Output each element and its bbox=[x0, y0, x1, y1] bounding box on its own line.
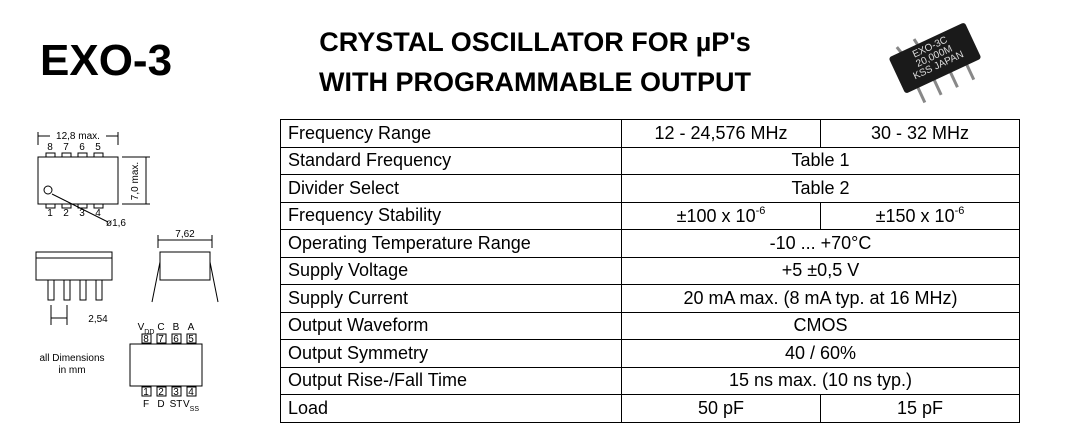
value-text: 50 pF bbox=[697, 397, 745, 418]
value-text: ±150 x 10 bbox=[875, 205, 955, 226]
value-text: 40 / 60% bbox=[784, 342, 857, 363]
exponent: -6 bbox=[954, 204, 965, 217]
diagram-label: 7,0 max. bbox=[130, 162, 141, 200]
label-base: V bbox=[138, 322, 145, 333]
diagram-label: 5 bbox=[95, 142, 101, 153]
top-view bbox=[37, 132, 150, 223]
spec-row: Operating Temperature Range -10 ... +70°C bbox=[280, 229, 1020, 258]
diagram-label: 2 bbox=[158, 387, 164, 398]
diagram-label: 3 bbox=[173, 387, 179, 398]
diagram-label: 8 bbox=[47, 142, 53, 153]
diagram-label: 4 bbox=[188, 387, 194, 398]
title-line: CRYSTAL OSCILLATOR FOR µP's bbox=[319, 27, 751, 57]
param-value: 20 mA max. (8 mA typ. at 16 MHz) bbox=[621, 284, 1020, 313]
diagram-label: 7 bbox=[158, 334, 164, 345]
spec-row: Supply Voltage +5 ±0,5 V bbox=[280, 256, 1020, 285]
diagram-label: 2 bbox=[63, 208, 69, 219]
title-line: WITH PROGRAMMABLE OUTPUT bbox=[319, 67, 751, 97]
value-text: 15 pF bbox=[896, 397, 944, 418]
diagram-label: all Dimensions bbox=[39, 353, 104, 364]
diagram-label: F bbox=[143, 399, 149, 410]
param-value: 40 / 60% bbox=[621, 339, 1020, 368]
param-value: 15 ns max. (10 ns typ.) bbox=[621, 366, 1020, 395]
param-label: Operating Temperature Range bbox=[280, 229, 622, 258]
diagram-label: in mm bbox=[58, 365, 85, 376]
diagram-label: VSS bbox=[183, 399, 199, 413]
spec-row: Output Rise-/Fall Time 15 ns max. (10 ns … bbox=[280, 366, 1020, 395]
label-base: V bbox=[183, 399, 190, 410]
diagram-label: 12,8 max. bbox=[56, 131, 100, 142]
title: CRYSTAL OSCILLATOR FOR µP's WITH PROGRAM… bbox=[260, 22, 810, 102]
diagram-label: A bbox=[188, 322, 195, 333]
param-label: Output Symmetry bbox=[280, 339, 622, 368]
diagram-label: 4 bbox=[95, 208, 101, 219]
spec-row: Output Symmetry 40 / 60% bbox=[280, 339, 1020, 368]
value-text: Table 1 bbox=[791, 150, 850, 171]
param-value: ±150 x 10-6 bbox=[820, 201, 1020, 230]
param-value: 12 - 24,576 MHz bbox=[621, 119, 821, 148]
param-value: 15 pF bbox=[820, 394, 1020, 423]
diagram-label: 5 bbox=[188, 334, 194, 345]
side-view bbox=[35, 235, 219, 325]
value-text: -10 ... +70°C bbox=[769, 232, 872, 253]
param-value: Table 2 bbox=[621, 174, 1020, 203]
spec-row: Load 50 pF 15 pF bbox=[280, 394, 1020, 423]
param-label: Frequency Range bbox=[280, 119, 622, 148]
param-value: ±100 x 10-6 bbox=[621, 201, 821, 230]
value-text: Table 2 bbox=[791, 177, 850, 198]
diagram-label: B bbox=[173, 322, 180, 333]
param-label: Standard Frequency bbox=[280, 146, 622, 175]
diagram-label: 2,54 bbox=[88, 314, 108, 325]
diagram-label: VDD bbox=[138, 322, 155, 336]
part-number: EXO-3 bbox=[40, 36, 173, 85]
value-text: 15 ns max. (10 ns typ.) bbox=[728, 370, 913, 391]
diagram-label: 6 bbox=[79, 142, 85, 153]
diagram-label: D bbox=[157, 399, 164, 410]
diagram-label: C bbox=[157, 322, 164, 333]
label-sub: SS bbox=[190, 406, 200, 413]
diagram-label: 3 bbox=[79, 208, 85, 219]
spec-row: Frequency Range 12 - 24,576 MHz 30 - 32 MH… bbox=[280, 119, 1020, 148]
value-text: 30 - 32 MHz bbox=[870, 122, 970, 143]
spec-row: Output Waveform CMOS bbox=[280, 311, 1020, 340]
spec-row: Supply Current 20 mA max. (8 mA typ. at 1… bbox=[280, 284, 1020, 313]
diagram-label: 7 bbox=[63, 142, 69, 153]
param-label: Divider Select bbox=[280, 174, 622, 203]
param-label: Supply Current bbox=[280, 284, 622, 313]
spec-row: Divider Select Table 2 bbox=[280, 174, 1020, 203]
param-label: Load bbox=[280, 394, 622, 423]
param-value: +5 ±0,5 V bbox=[621, 256, 1020, 285]
label-sub: DD bbox=[144, 329, 154, 336]
spec-row: Standard Frequency Table 1 bbox=[280, 146, 1020, 175]
value-text: 12 - 24,576 MHz bbox=[654, 122, 788, 143]
value-text: +5 ±0,5 V bbox=[781, 260, 860, 281]
pinout bbox=[129, 333, 203, 397]
param-label: Supply Voltage bbox=[280, 256, 622, 285]
param-value: 50 pF bbox=[621, 394, 821, 423]
diagram-label: 7,62 bbox=[175, 229, 195, 240]
param-label: Output Rise-/Fall Time bbox=[280, 366, 622, 395]
value-text: ±100 x 10 bbox=[676, 205, 756, 226]
spec-table: Frequency Range 12 - 24,576 MHz 30 - 32 MH… bbox=[280, 119, 1020, 423]
diagram-label: ø1,6 bbox=[106, 218, 126, 229]
diagram-label: 1 bbox=[143, 387, 149, 398]
param-label: Frequency Stability bbox=[280, 201, 622, 230]
diagram-label: ST bbox=[170, 399, 183, 410]
param-value: Table 1 bbox=[621, 146, 1020, 175]
param-value: 30 - 32 MHz bbox=[820, 119, 1020, 148]
param-value: -10 ... +70°C bbox=[621, 229, 1020, 258]
param-value: CMOS bbox=[621, 311, 1020, 340]
spec-row: Frequency Stability ±100 x 10-6 ±150 x 10-… bbox=[280, 201, 1020, 230]
diagram-label: 6 bbox=[173, 334, 179, 345]
value-text: 20 mA max. (8 mA typ. at 16 MHz) bbox=[683, 287, 958, 308]
exponent: -6 bbox=[755, 204, 766, 217]
param-label: Output Waveform bbox=[280, 311, 622, 340]
diagram-label: 8 bbox=[143, 334, 149, 345]
diagram-label: 1 bbox=[47, 208, 53, 219]
value-text: CMOS bbox=[793, 315, 848, 336]
